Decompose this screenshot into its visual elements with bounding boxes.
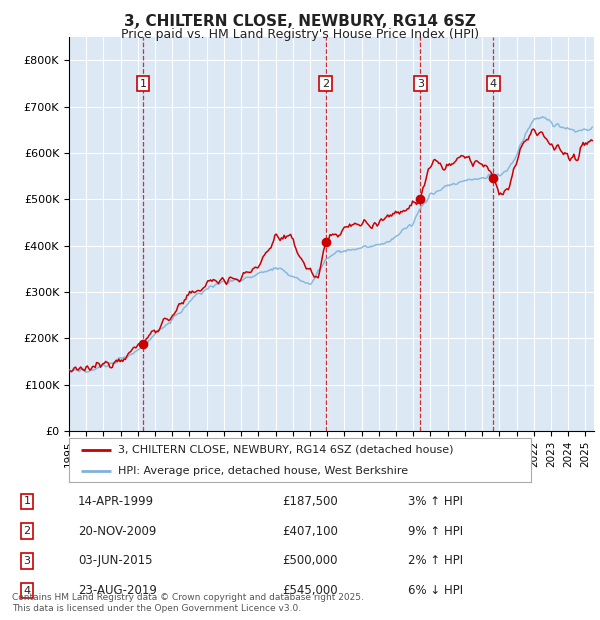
Text: 9% ↑ HPI: 9% ↑ HPI — [408, 525, 463, 538]
Text: Price paid vs. HM Land Registry's House Price Index (HPI): Price paid vs. HM Land Registry's House … — [121, 28, 479, 41]
Text: 1: 1 — [23, 497, 31, 507]
Text: Contains HM Land Registry data © Crown copyright and database right 2025.
This d: Contains HM Land Registry data © Crown c… — [12, 593, 364, 613]
Text: HPI: Average price, detached house, West Berkshire: HPI: Average price, detached house, West… — [118, 466, 407, 476]
Text: 03-JUN-2015: 03-JUN-2015 — [78, 554, 152, 567]
Text: 23-AUG-2019: 23-AUG-2019 — [78, 584, 157, 597]
Text: £187,500: £187,500 — [282, 495, 338, 508]
Text: 3: 3 — [417, 79, 424, 89]
Text: 4: 4 — [23, 586, 31, 596]
Text: 2: 2 — [322, 79, 329, 89]
Text: £407,100: £407,100 — [282, 525, 338, 538]
Text: 3% ↑ HPI: 3% ↑ HPI — [408, 495, 463, 508]
Text: 3: 3 — [23, 556, 31, 566]
Text: 14-APR-1999: 14-APR-1999 — [78, 495, 154, 508]
Text: £545,000: £545,000 — [282, 584, 338, 597]
Text: 1: 1 — [139, 79, 146, 89]
Text: 4: 4 — [490, 79, 497, 89]
Text: 2: 2 — [23, 526, 31, 536]
Text: 3, CHILTERN CLOSE, NEWBURY, RG14 6SZ: 3, CHILTERN CLOSE, NEWBURY, RG14 6SZ — [124, 14, 476, 29]
Text: 2% ↑ HPI: 2% ↑ HPI — [408, 554, 463, 567]
Text: 3, CHILTERN CLOSE, NEWBURY, RG14 6SZ (detached house): 3, CHILTERN CLOSE, NEWBURY, RG14 6SZ (de… — [118, 445, 453, 455]
Text: £500,000: £500,000 — [282, 554, 337, 567]
Text: 6% ↓ HPI: 6% ↓ HPI — [408, 584, 463, 597]
Text: 20-NOV-2009: 20-NOV-2009 — [78, 525, 157, 538]
